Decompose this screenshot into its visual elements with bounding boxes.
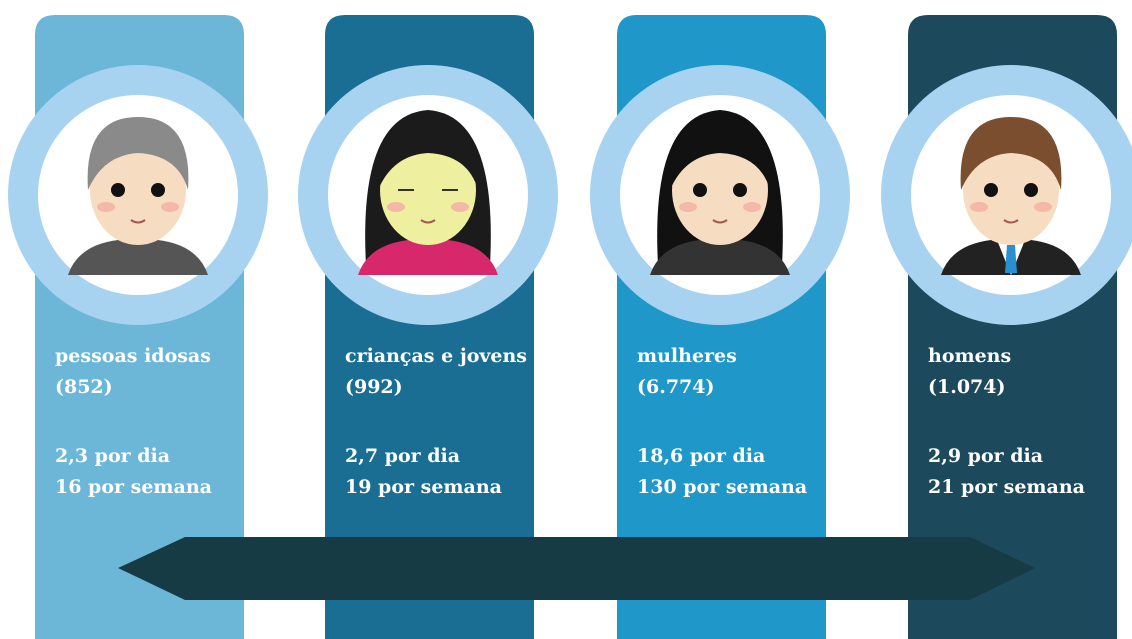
mouth [130,219,146,224]
card-count: (852) [55,376,113,398]
eye [111,183,125,197]
card-title: mulheres [637,345,737,367]
cheek [97,202,115,212]
face [672,135,768,245]
avatar [68,117,208,275]
card-count: (1.074) [928,376,1005,398]
card: homens (1.074) 2,9 por dia 21 por semana [881,15,1132,639]
card-count: (6.774) [637,376,714,398]
card-per-week: 21 por semana [928,476,1085,498]
mouth [712,219,728,224]
double-arrow [118,537,1035,600]
face [380,135,476,245]
tie [1005,245,1017,273]
hair-top [377,117,479,190]
eye [1024,183,1038,197]
card-per-day: 2,7 por dia [345,445,460,467]
mouth [420,219,436,224]
card: pessoas idosas (852) 2,3 por dia 16 por sem… [8,15,268,639]
body [358,240,498,275]
card-per-week: 19 por semana [345,476,502,498]
eye [733,183,747,197]
hair-top [960,117,1062,190]
card-per-day: 2,3 por dia [55,445,170,467]
card-title: crianças e jovens [345,345,527,367]
avatar [358,110,498,275]
mouth [1003,219,1019,224]
avatar [650,110,790,275]
eye [151,183,165,197]
card-count: (992) [345,376,403,398]
card-per-day: 18,6 por dia [637,445,765,467]
cheek [743,202,761,212]
card-per-day: 2,9 por dia [928,445,1043,467]
cheek [1034,202,1052,212]
hair-top [669,117,771,190]
card: mulheres (6.774) 18,6 por dia 130 por seman… [590,15,850,639]
face [90,135,186,245]
eye [984,183,998,197]
card-title: homens [928,345,1011,367]
face [963,135,1059,245]
cheek [161,202,179,212]
avatar [941,117,1081,275]
card-title: pessoas idosas [55,345,211,367]
card: crianças e jovens (992) 2,7 por dia 19 por … [298,15,558,639]
cheek [679,202,697,212]
cheek [970,202,988,212]
eye [693,183,707,197]
cheek [451,202,469,212]
hair-top [87,117,189,190]
body [68,240,208,275]
card-per-week: 130 por semana [637,476,807,498]
cheek [387,202,405,212]
columns: pessoas idosas (852) 2,3 por dia 16 por sem… [8,15,1132,639]
card-per-week: 16 por semana [55,476,212,498]
body [650,240,790,275]
